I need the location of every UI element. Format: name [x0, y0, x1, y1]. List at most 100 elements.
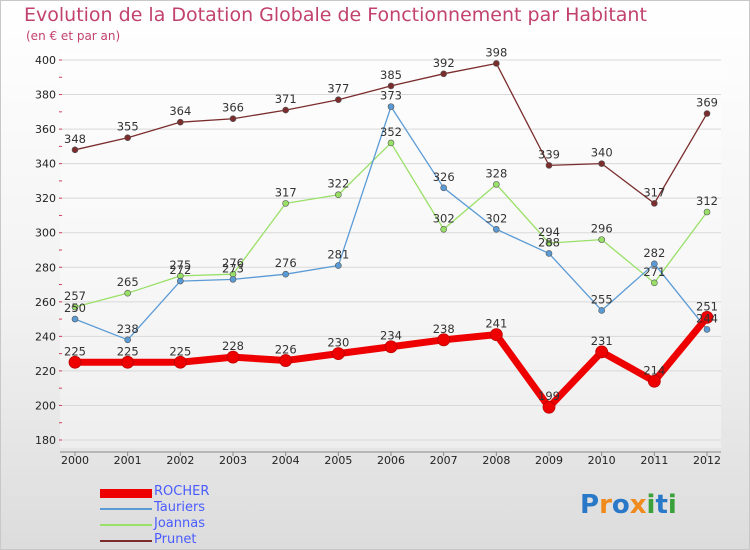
data-label: 281 — [327, 248, 349, 262]
legend-swatch — [100, 540, 152, 542]
data-label: 271 — [643, 265, 665, 279]
data-label: 302 — [485, 211, 507, 225]
data-point — [121, 355, 135, 369]
data-label: 366 — [222, 101, 244, 115]
data-label: 251 — [696, 299, 718, 313]
legend-item: ROCHER — [100, 484, 300, 501]
y-tick-label: 400 — [35, 54, 56, 67]
data-label: 214 — [643, 363, 665, 377]
data-point — [598, 307, 605, 314]
data-label: 238 — [117, 322, 139, 336]
x-tick-label: 2011 — [640, 454, 668, 467]
data-point — [595, 345, 609, 359]
data-label: 348 — [64, 132, 86, 146]
data-point — [703, 110, 711, 117]
data-label: 226 — [275, 343, 297, 357]
y-tick-label: 260 — [35, 296, 56, 309]
data-point — [598, 160, 605, 167]
data-label: 340 — [591, 146, 613, 160]
data-label: 352 — [380, 125, 402, 139]
data-point — [71, 146, 79, 154]
data-label: 385 — [380, 68, 402, 82]
data-label: 275 — [169, 258, 191, 272]
data-point — [545, 162, 553, 169]
data-point — [542, 400, 556, 414]
data-label: 339 — [538, 147, 560, 161]
data-point — [493, 181, 500, 188]
y-tick-label: 220 — [35, 365, 56, 378]
data-point — [124, 134, 131, 142]
data-label: 294 — [538, 225, 560, 239]
data-label: 265 — [117, 275, 139, 289]
data-point — [387, 139, 395, 147]
y-tick-label: 200 — [35, 399, 56, 412]
proxiti-logo: Proxiti — [580, 490, 677, 520]
data-label: 371 — [275, 92, 297, 106]
data-point — [437, 333, 451, 347]
data-label: 244 — [696, 311, 718, 325]
x-tick-label: 2010 — [588, 454, 616, 467]
data-label: 225 — [117, 344, 139, 358]
data-point — [651, 279, 658, 287]
legend-item: Prunet — [100, 532, 300, 549]
data-point — [68, 355, 82, 369]
data-point — [71, 303, 79, 311]
data-point — [335, 191, 342, 199]
data-point — [493, 225, 500, 233]
data-label: 228 — [222, 339, 244, 353]
data-point — [700, 310, 714, 324]
data-point — [229, 276, 237, 283]
data-point — [440, 225, 447, 233]
chart-legend: ROCHER Tauriers Joannas Prunet — [100, 484, 300, 549]
data-label: 225 — [64, 344, 86, 358]
logo-letter: x — [629, 490, 647, 520]
x-tick-label: 2012 — [693, 454, 721, 467]
data-point — [647, 374, 661, 388]
legend-swatch — [100, 524, 152, 526]
data-label: 355 — [117, 120, 139, 134]
data-label: 257 — [64, 289, 86, 303]
x-tick-label: 2007 — [430, 454, 458, 467]
data-label: 276 — [222, 256, 244, 270]
chart-title: Evolution de la Dotation Globale de Fonc… — [24, 4, 647, 26]
data-point — [598, 236, 605, 243]
data-point — [545, 250, 553, 257]
data-point — [387, 82, 395, 90]
legend-label: Prunet — [154, 532, 197, 547]
data-point — [282, 270, 289, 278]
data-point — [651, 200, 658, 207]
data-point — [282, 106, 289, 114]
data-label: 322 — [327, 177, 349, 191]
plot-area — [60, 52, 721, 448]
data-label: 312 — [696, 194, 718, 208]
legend-label: Tauriers — [154, 500, 206, 515]
data-label: 296 — [591, 222, 613, 236]
data-label: 328 — [485, 166, 507, 180]
data-label: 373 — [380, 89, 402, 103]
data-point — [703, 326, 711, 333]
x-tick-label: 2003 — [219, 454, 247, 467]
data-point — [493, 60, 500, 67]
data-point — [440, 184, 447, 192]
data-point — [384, 340, 398, 354]
x-tick-label: 2004 — [272, 454, 300, 467]
data-point — [177, 118, 184, 126]
data-point — [177, 277, 184, 285]
chart-subtitle: (en € et par an) — [26, 29, 121, 43]
data-point — [651, 260, 658, 268]
x-tick-label: 2000 — [61, 454, 89, 467]
data-label: 255 — [591, 292, 613, 306]
data-point — [124, 336, 131, 344]
legend-label: Joannas — [154, 516, 205, 531]
data-point — [545, 239, 553, 247]
data-label: 250 — [64, 301, 86, 315]
x-tick-label: 2006 — [377, 454, 405, 467]
data-label: 317 — [643, 185, 665, 199]
data-label: 234 — [380, 329, 402, 343]
legend-swatch — [100, 508, 152, 510]
data-point — [335, 96, 342, 104]
data-label: 369 — [696, 96, 718, 110]
data-point — [173, 355, 187, 369]
data-label: 231 — [591, 334, 613, 348]
